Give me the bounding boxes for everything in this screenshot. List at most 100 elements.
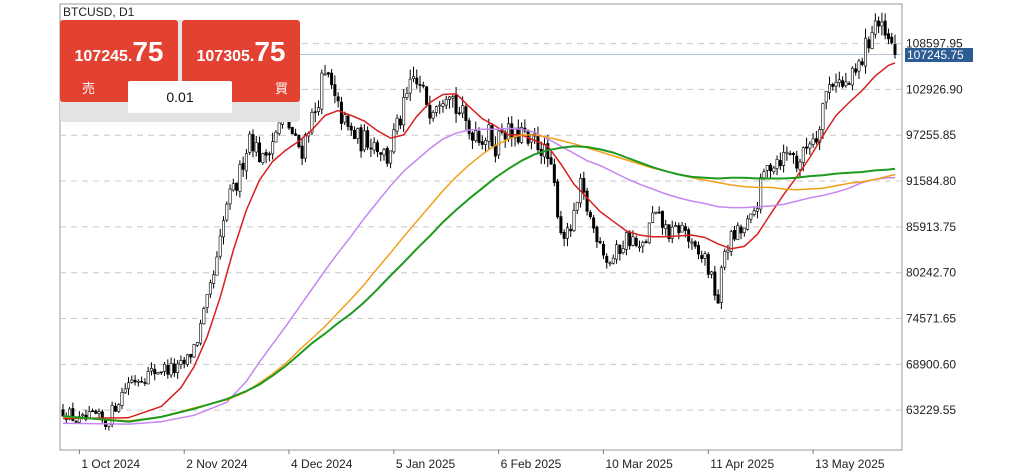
candle-bull	[411, 76, 415, 79]
candle-bull	[834, 82, 838, 87]
candle-bear	[418, 84, 422, 86]
candle-bear	[326, 72, 330, 75]
x-tick-label: 4 Dec 2024	[291, 457, 353, 471]
candle-bear	[241, 162, 245, 170]
candle-bear	[290, 127, 294, 135]
candles	[61, 12, 897, 431]
candle-bull	[759, 177, 763, 210]
candle-bear	[313, 111, 317, 113]
candle-bear	[556, 181, 560, 218]
candle-bull	[218, 235, 222, 257]
candle-bear	[166, 365, 170, 375]
candle-bull	[127, 382, 131, 389]
candle-bull	[451, 96, 455, 99]
candle-bull	[444, 98, 448, 106]
moving-averages	[62, 62, 896, 425]
candle-bear	[346, 115, 350, 127]
candle-bear	[477, 131, 481, 143]
candle-bear	[854, 68, 858, 73]
candle-bull	[870, 32, 874, 49]
candle-bull	[611, 257, 615, 264]
candle-bear	[592, 217, 596, 229]
candle-bull	[857, 60, 861, 72]
candle-bull	[654, 211, 658, 214]
lot-size-input[interactable]: 0.01	[128, 81, 232, 113]
candle-bull	[641, 242, 645, 247]
ma-line-3	[62, 145, 896, 423]
y-tick-label: 63229.55	[906, 403, 956, 417]
candle-bull	[755, 208, 759, 212]
candle-bear	[841, 80, 845, 87]
candle-bull	[765, 164, 769, 171]
candle-bear	[886, 33, 890, 40]
current-price-tag: 107245.75	[905, 48, 973, 62]
candle-bull	[254, 142, 258, 153]
candle-bear	[696, 245, 700, 255]
candle-bull	[506, 123, 510, 140]
candle-bull	[382, 149, 386, 156]
candle-bull	[624, 232, 628, 250]
candle-bull	[647, 222, 651, 244]
candle-bull	[205, 294, 209, 308]
candle-bull	[316, 107, 320, 112]
candle-bull	[225, 203, 229, 221]
candle-bull	[395, 117, 399, 132]
candle-bull	[228, 188, 232, 205]
candle-bear	[552, 164, 556, 183]
candle-bull	[827, 84, 831, 93]
candle-bull	[146, 371, 150, 385]
buy-price: 107305.75	[182, 36, 300, 68]
candle-bear	[585, 190, 589, 212]
candle-bear	[549, 157, 553, 165]
candle-bull	[195, 342, 199, 346]
sell-label: 売	[82, 81, 96, 96]
candle-bear	[467, 120, 471, 134]
y-tick-label: 68900.60	[906, 357, 956, 371]
buy-price-prefix: 107305.	[196, 48, 255, 65]
candle-bear	[415, 77, 419, 85]
candle-bear	[831, 84, 835, 87]
candle-bear	[113, 405, 117, 412]
candle-bear	[235, 182, 239, 191]
candle-bear	[769, 164, 773, 172]
candle-bear	[172, 363, 176, 374]
candle-bear	[267, 153, 271, 156]
candle-bull	[149, 368, 153, 372]
candle-bull	[864, 37, 868, 67]
candle-bear	[140, 381, 144, 383]
candle-bear	[628, 232, 632, 247]
candle-bull	[199, 323, 203, 344]
candle-bear	[677, 225, 681, 234]
candle-bull	[117, 404, 121, 412]
candle-bear	[71, 408, 75, 421]
candle-bull	[156, 372, 160, 375]
candle-bull	[742, 227, 746, 234]
sell-button[interactable]: 107245.75 売	[60, 20, 178, 102]
candle-bear	[454, 94, 458, 114]
buy-label: 買	[274, 81, 288, 96]
candle-bear	[706, 254, 710, 275]
candle-bull	[215, 256, 219, 276]
candle-bear	[457, 112, 461, 115]
candle-bear	[159, 371, 163, 374]
sell-price-prefix: 107245.	[74, 48, 133, 65]
candle-bull	[231, 183, 235, 191]
candle-bull	[752, 210, 756, 215]
candle-bull	[389, 150, 393, 164]
sell-price-big: 75	[132, 36, 164, 67]
candle-bull	[136, 380, 140, 383]
ma-line-2	[62, 134, 896, 422]
candle-bear	[660, 210, 664, 228]
candle-bull	[785, 151, 789, 154]
y-tick-label: 91584.80	[906, 174, 956, 188]
x-tick-label: 5 Jan 2025	[396, 457, 456, 471]
candle-bull	[222, 220, 226, 238]
candle-bull	[120, 392, 124, 406]
candle-bull	[824, 91, 828, 103]
y-tick-label: 97255.85	[906, 128, 956, 142]
candle-bull	[808, 143, 812, 149]
candle-bull	[621, 248, 625, 254]
candle-bear	[588, 211, 592, 218]
candle-bear	[369, 147, 373, 150]
